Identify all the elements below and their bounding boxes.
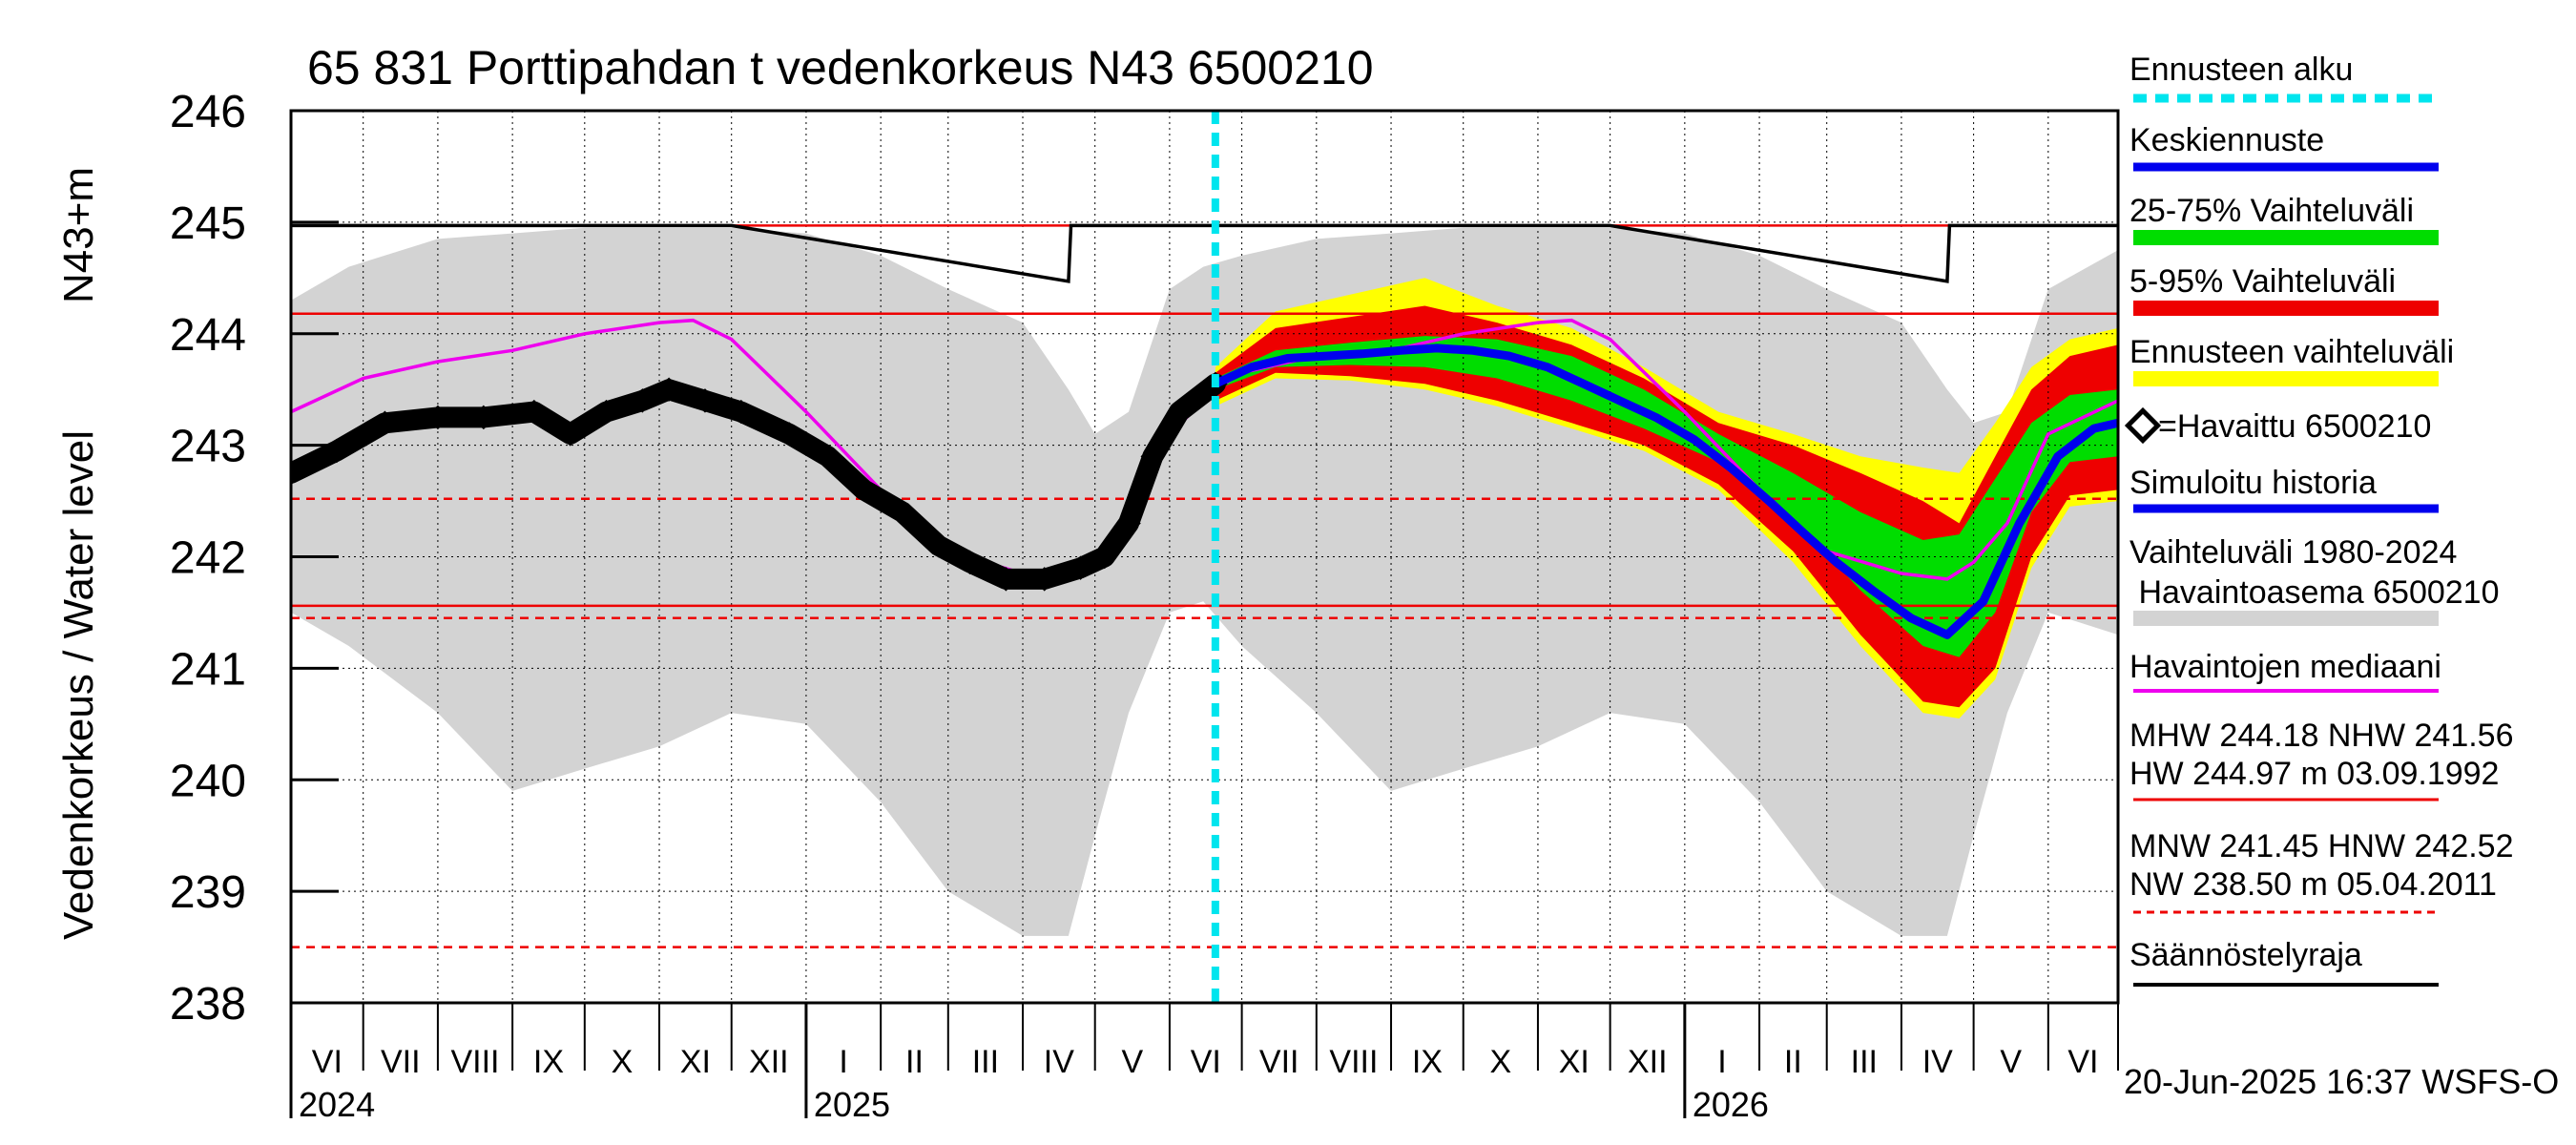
y-tick-label: 244: [170, 310, 246, 361]
x-year-label: 2025: [814, 1085, 890, 1124]
observed-point: [815, 444, 841, 469]
x-month-label: XII: [749, 1044, 789, 1080]
observed-point: [693, 388, 717, 413]
x-month-label: X: [1489, 1044, 1511, 1080]
x-month-label: V: [1121, 1044, 1143, 1080]
legend-swatch: [2133, 230, 2439, 245]
observed-point: [777, 422, 802, 447]
footer-timestamp: 20-Jun-2025 16:37 WSFS-O: [2124, 1062, 2559, 1101]
y-axis-label: Vedenkorkeus / Water level: [55, 430, 102, 940]
legend-label: Vaihteluväli 1980-2024: [2129, 534, 2457, 571]
legend: Ennusteen alku Keskiennuste 25-75% Vaihtel…: [2124, 52, 2514, 987]
y-tick-label: 243: [170, 422, 246, 472]
x-month-label: IX: [1412, 1044, 1443, 1080]
observed-point: [925, 533, 951, 558]
legend-label: Ennusteen vaihteluväli: [2129, 334, 2454, 370]
y-axis-unit: N43+m: [55, 167, 102, 303]
observed-point: [426, 405, 450, 430]
observed-point: [851, 477, 877, 503]
y-tick-label: 242: [170, 533, 246, 584]
forecast-25-75-band: [1215, 336, 2118, 657]
legend-label: MNW 241.45 HNW 242.52: [2129, 828, 2514, 864]
x-month-label: VI: [1191, 1044, 1221, 1080]
observed-point: [557, 422, 583, 447]
x-month-label: XI: [680, 1044, 711, 1080]
observed-point: [656, 377, 681, 402]
observed-point: [729, 399, 754, 425]
x-month-label: IV: [1044, 1044, 1074, 1080]
legend-label: Ennusteen alku: [2129, 52, 2353, 88]
legend-label: 25-75% Vaihteluväli: [2129, 193, 2414, 229]
observed-point: [593, 399, 619, 425]
y-tick-label: 246: [170, 87, 246, 137]
y-tick-label: 238: [170, 979, 246, 1030]
chart-title: 65 831 Porttipahdan t vedenkorkeus N43 6…: [307, 41, 1374, 94]
x-month-label: VI: [312, 1044, 343, 1080]
x-month-label: I: [1717, 1044, 1726, 1080]
x-month-label: V: [2000, 1044, 2022, 1080]
x-month-label: XI: [1559, 1044, 1589, 1080]
legend-label: Keskiennuste: [2129, 122, 2324, 158]
x-month-label: VIII: [450, 1044, 499, 1080]
legend-swatch: [2133, 371, 2439, 386]
legend-swatch: [2133, 301, 2439, 316]
legend-label-line2: Havaintoasema 6500210: [2129, 574, 2500, 611]
legend-label-line2: NW 238.50 m 05.04.2011: [2129, 866, 2497, 903]
regulation-limit-line: [291, 223, 2118, 283]
x-month-label: IV: [1922, 1044, 1953, 1080]
x-month-label: IX: [533, 1044, 564, 1080]
x-year-label: 2024: [299, 1085, 375, 1124]
y-tick-label: 240: [170, 756, 246, 806]
legend-label: MHW 244.18 NHW 241.56: [2129, 718, 2514, 754]
legend-label: Havaintojen mediaani: [2129, 649, 2441, 685]
x-month-label: VIII: [1329, 1044, 1378, 1080]
x-month-label: VII: [381, 1044, 421, 1080]
x-month-label: VI: [2067, 1044, 2098, 1080]
x-month-label: III: [972, 1044, 999, 1080]
x-year-label: 2026: [1693, 1085, 1769, 1124]
y-tick-label: 241: [170, 644, 246, 695]
legend-label-line2: HW 244.97 m 03.09.1992: [2129, 756, 2499, 792]
x-month-label: X: [612, 1044, 634, 1080]
observed-point: [890, 500, 915, 525]
series-lines-layer: [291, 111, 2118, 1003]
x-month-label: III: [1851, 1044, 1878, 1080]
legend-swatch: [2133, 611, 2439, 626]
x-month-label: VII: [1259, 1044, 1299, 1080]
observed-point: [630, 388, 655, 413]
x-month-label: II: [905, 1044, 924, 1080]
x-month-label: I: [839, 1044, 847, 1080]
y-tick-label: 239: [170, 867, 246, 918]
observed-point: [372, 410, 398, 435]
x-month-label: XII: [1628, 1044, 1668, 1080]
observed-point: [957, 550, 983, 575]
legend-marker-observed: [2124, 406, 2162, 445]
observed-point: [471, 405, 496, 430]
observed-point: [522, 399, 547, 425]
forecast-mean-line: [1214, 344, 2118, 639]
x-month-label: II: [1784, 1044, 1802, 1080]
legend-label: 5-95% Vaihteluväli: [2129, 263, 2396, 300]
y-tick-label: 245: [170, 198, 246, 249]
legend-label: =Havaittu 6500210: [2158, 408, 2431, 445]
observed-point: [291, 461, 303, 486]
legend-label: Simuloitu historia: [2129, 465, 2377, 501]
legend-label: Säännöstelyraja: [2129, 937, 2362, 973]
